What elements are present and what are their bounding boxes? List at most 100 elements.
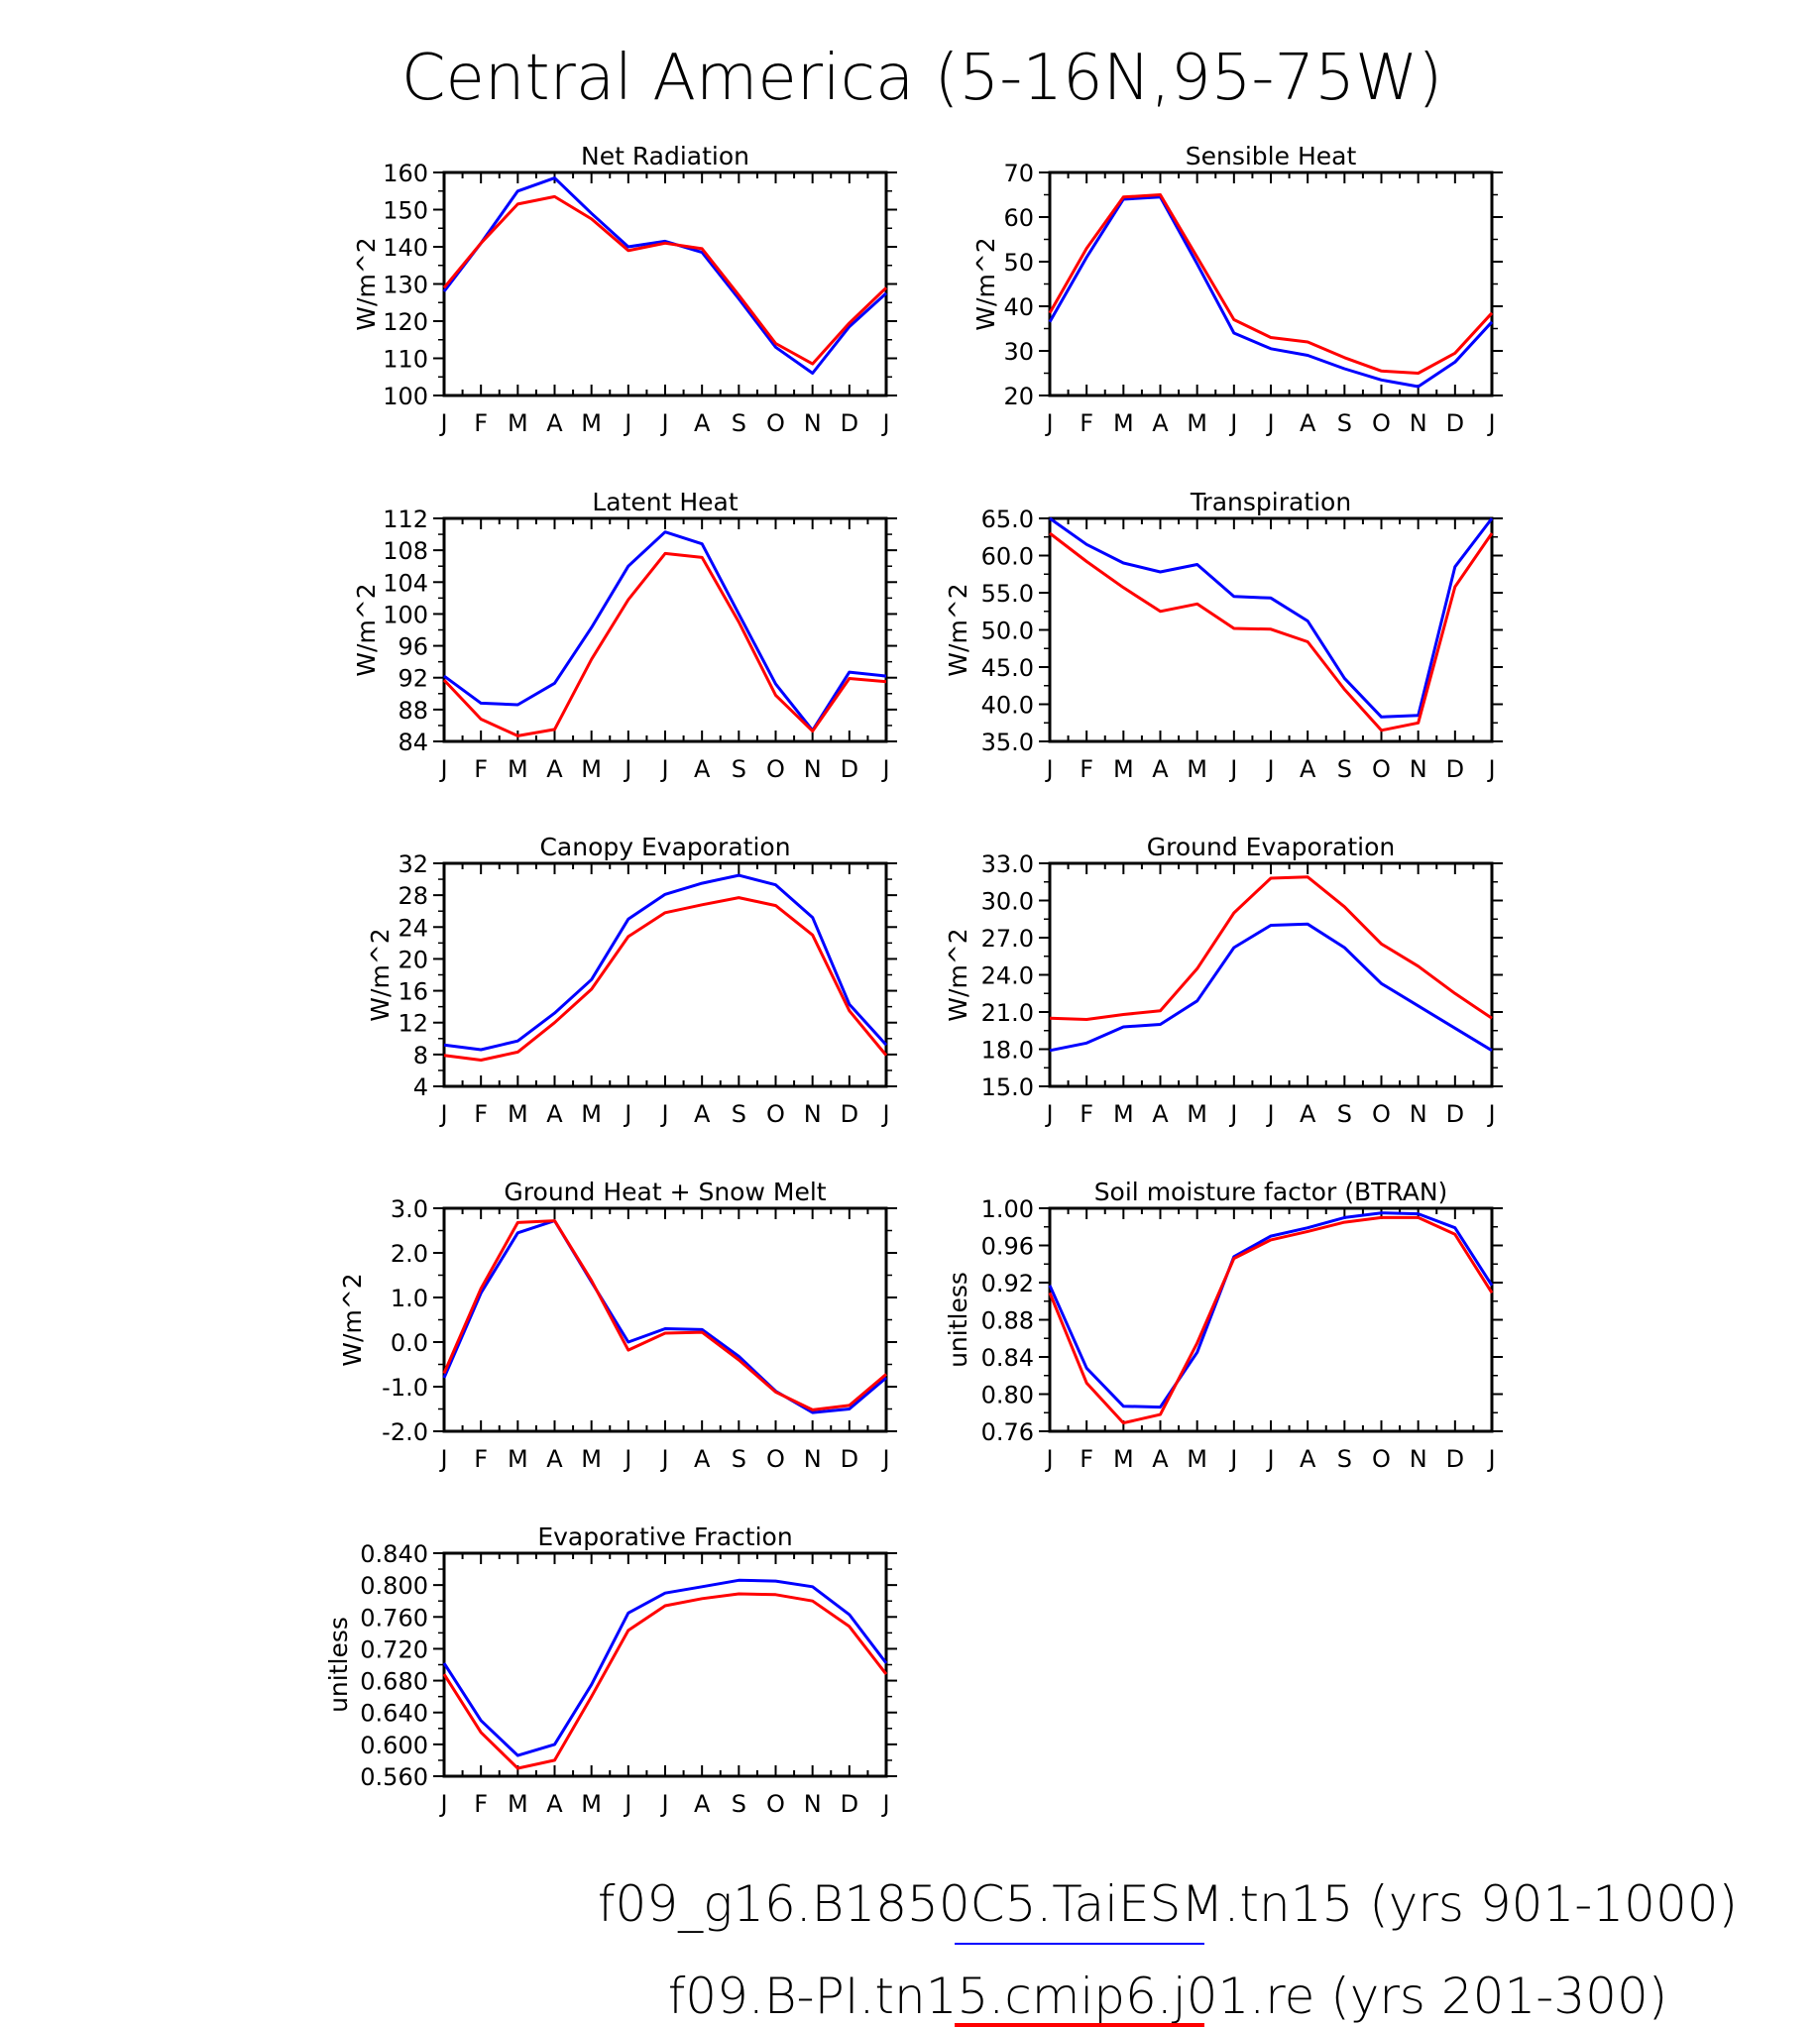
- y-tick-label: 120: [383, 308, 428, 336]
- x-tick-label: S: [732, 1445, 746, 1473]
- x-tick-label: M: [508, 1445, 528, 1473]
- x-tick-label: A: [1152, 409, 1169, 437]
- series-line-cmip6: [1049, 875, 1493, 1021]
- y-tick-label: 24: [398, 914, 428, 942]
- x-tick-label: J: [623, 1445, 631, 1473]
- y-tick-label: 100: [383, 601, 428, 628]
- y-axis-label: W/m^2: [366, 928, 395, 1021]
- x-tick-label: A: [694, 1790, 711, 1818]
- panel-title: Transpiration: [1190, 488, 1351, 516]
- y-tick-label: 104: [383, 569, 428, 597]
- x-tick-label: J: [1228, 755, 1237, 783]
- legend: f09_g16.B1850C5.TaiESM.tn15 (yrs 901-100…: [598, 1875, 1738, 2027]
- y-tick-label: 4: [413, 1073, 428, 1101]
- x-tick-label: J: [1486, 1100, 1495, 1128]
- y-tick-label: 0.80: [981, 1382, 1034, 1409]
- y-tick-label: 0.76: [981, 1418, 1034, 1446]
- y-axis-label: W/m^2: [971, 237, 1000, 330]
- y-tick-label: 160: [383, 160, 428, 187]
- x-tick-label: A: [694, 409, 711, 437]
- y-tick-label: 140: [383, 234, 428, 262]
- x-tick-label: M: [1113, 1445, 1134, 1473]
- x-tick-label: J: [659, 755, 668, 783]
- y-tick-label: 92: [398, 665, 428, 693]
- y-tick-label: 16: [398, 978, 428, 1006]
- y-tick-label: 84: [398, 729, 428, 756]
- x-tick-label: N: [804, 755, 822, 783]
- x-tick-label: M: [508, 409, 528, 437]
- x-tick-label: J: [623, 1100, 631, 1128]
- series-line-taiesm: [442, 1578, 888, 1757]
- x-tick-label: F: [474, 1100, 488, 1128]
- x-tick-label: J: [880, 755, 889, 783]
- x-tick-label: J: [1486, 755, 1495, 783]
- y-tick-label: 100: [383, 383, 428, 410]
- x-tick-label: D: [841, 1790, 858, 1818]
- y-tick-label: 27.0: [981, 925, 1034, 953]
- x-tick-label: J: [1265, 755, 1274, 783]
- figure-title: Central America (5-16N,95-75W): [401, 42, 1442, 115]
- y-tick-label: 110: [383, 346, 428, 374]
- x-tick-label: J: [1044, 1445, 1053, 1473]
- panel-title: Canopy Evaporation: [539, 833, 790, 861]
- x-tick-label: S: [1337, 409, 1352, 437]
- x-tick-label: S: [732, 409, 746, 437]
- x-tick-label: M: [1187, 1100, 1207, 1128]
- series-line-taiesm: [1048, 1211, 1494, 1409]
- series-line-taiesm: [1049, 516, 1494, 719]
- x-tick-label: O: [1372, 409, 1391, 437]
- series-line-cmip6: [442, 1219, 887, 1411]
- x-tick-label: J: [623, 409, 631, 437]
- y-axis-label: W/m^2: [944, 928, 972, 1021]
- y-tick-label: 65.0: [981, 506, 1034, 533]
- y-tick-label: -2.0: [382, 1418, 428, 1446]
- x-tick-label: J: [659, 1790, 668, 1818]
- y-tick-label: 15.0: [981, 1073, 1034, 1101]
- y-tick-label: 40.0: [981, 692, 1034, 720]
- panel-title: Ground Evaporation: [1147, 833, 1395, 861]
- x-tick-label: F: [1080, 1100, 1093, 1128]
- x-tick-label: A: [546, 1790, 563, 1818]
- x-tick-label: J: [1265, 409, 1274, 437]
- y-tick-label: 28: [398, 882, 428, 910]
- x-tick-label: O: [766, 1790, 785, 1818]
- x-tick-label: F: [474, 1790, 488, 1818]
- x-tick-label: J: [1228, 1100, 1237, 1128]
- y-tick-label: 0.760: [360, 1604, 428, 1632]
- y-axis-label: W/m^2: [338, 1273, 367, 1366]
- x-tick-label: S: [1337, 1445, 1352, 1473]
- y-tick-label: 0.720: [360, 1635, 428, 1663]
- y-axis-label: unitless: [944, 1272, 972, 1368]
- y-tick-label: 0.0: [391, 1329, 428, 1357]
- x-tick-label: A: [546, 1100, 563, 1128]
- x-tick-label: N: [804, 409, 822, 437]
- panel-title: Evaporative Fraction: [537, 1522, 792, 1551]
- x-tick-label: M: [1187, 755, 1207, 783]
- y-tick-label: 0.640: [360, 1700, 428, 1728]
- x-tick-label: J: [438, 1790, 447, 1818]
- y-tick-label: 70: [1003, 160, 1034, 187]
- x-tick-label: A: [1152, 755, 1169, 783]
- x-tick-label: D: [841, 755, 858, 783]
- x-tick-label: A: [546, 409, 563, 437]
- y-tick-label: 18.0: [981, 1037, 1034, 1065]
- y-tick-label: 20: [1003, 383, 1034, 410]
- x-tick-label: A: [546, 755, 563, 783]
- x-tick-label: J: [659, 409, 668, 437]
- y-tick-label: 3.0: [391, 1195, 428, 1223]
- y-tick-label: 0.600: [360, 1732, 428, 1759]
- plot-frame: [1048, 861, 1494, 1088]
- x-tick-label: S: [732, 1100, 746, 1128]
- x-tick-label: A: [1300, 409, 1316, 437]
- x-tick-label: J: [438, 755, 447, 783]
- y-tick-label: 55.0: [981, 580, 1034, 608]
- x-tick-label: J: [659, 1445, 668, 1473]
- series-line-cmip6: [442, 1592, 888, 1770]
- x-tick-label: O: [1372, 755, 1391, 783]
